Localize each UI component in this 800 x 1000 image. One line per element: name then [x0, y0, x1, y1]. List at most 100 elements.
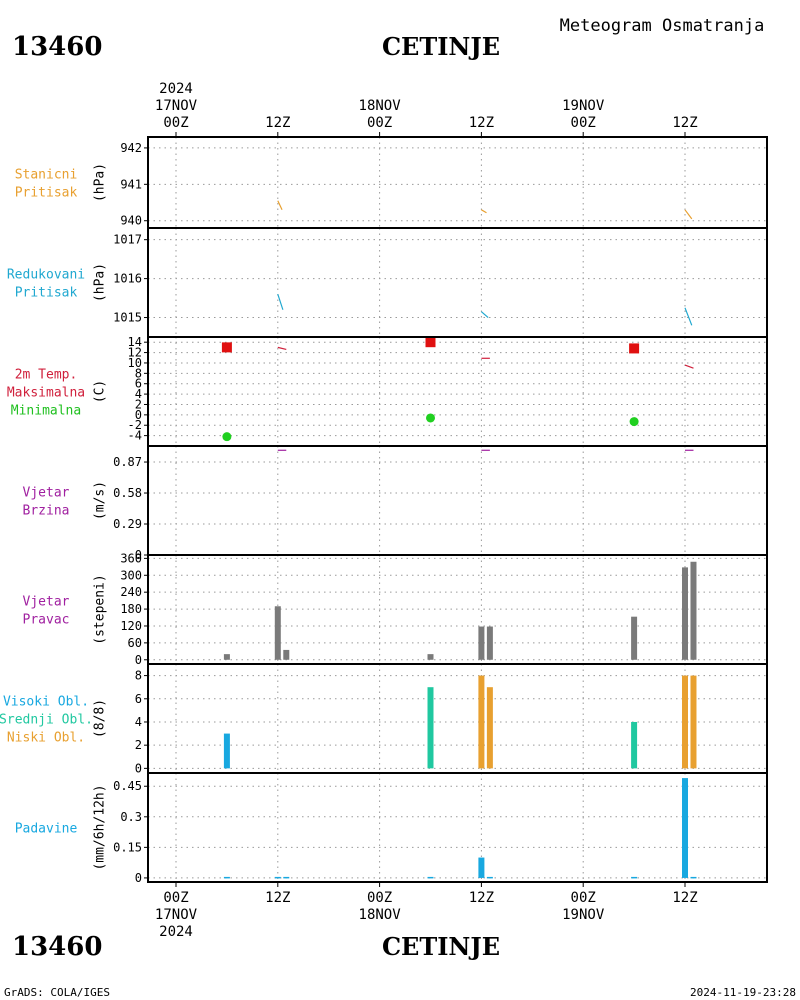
footer-credit: GrADS: COLA/IGES [4, 986, 110, 999]
series-line [277, 200, 283, 211]
x-tick-label-top: 12Z [469, 115, 494, 131]
y-tick-label: 180 [120, 602, 142, 616]
panel-redukovani-pritisak: 1015 1016 1017 (hPa) Redukovani Pritisak [7, 227, 768, 338]
min-temp-marker [629, 417, 639, 427]
bar [283, 876, 290, 879]
panel-label: Srednji Obl. [0, 713, 93, 728]
bar [486, 876, 493, 879]
station-id-top: 13460 [12, 32, 102, 62]
bar [223, 876, 230, 879]
series-line [684, 364, 694, 369]
panel-vjetar-pravac: 0 60 120 180 240 300 360 (stepeni) Vjetar Pravac [23, 551, 768, 667]
panel-frame [147, 336, 768, 447]
max-temp-marker [221, 342, 232, 353]
min-temp-marker [222, 432, 232, 442]
bar [478, 626, 485, 660]
bar [274, 876, 281, 879]
x-date-label-top: 18NOV [359, 98, 402, 114]
y-tick-label: 0.15 [113, 840, 142, 854]
panel-padavine: 0 0.15 0.3 0.45 (mm/6h/12h) Padavine [15, 772, 768, 885]
y-tick-label: 0 [135, 408, 142, 422]
y-tick-label: 940 [120, 214, 142, 228]
y-tick-label: 0.45 [113, 779, 142, 793]
station-id-bottom: 13460 [12, 932, 102, 962]
y-tick-label: 240 [120, 585, 142, 599]
bar [283, 649, 290, 660]
bar [631, 876, 638, 879]
bar [478, 857, 485, 878]
bar [690, 876, 697, 879]
x-year-label-bottom: 2024 [159, 924, 193, 940]
panel-frame [147, 663, 768, 774]
bar [631, 721, 638, 769]
y-tick-label: 4 [135, 715, 142, 729]
panel-label: Vjetar [23, 595, 70, 610]
panel-label: Niski Obl. [7, 731, 85, 746]
x-tick-label-bottom: 12Z [469, 890, 494, 906]
x-tick-label-bottom: 00Z [571, 890, 596, 906]
panel-vjetar-brzina: 0 0.29 0.58 0.87 (m/s) Vjetar Brzina [23, 445, 768, 562]
bar [274, 606, 281, 660]
y-tick-label: -2 [128, 418, 142, 432]
y-tick-label: 6 [135, 377, 142, 391]
y-tick-label: 1016 [113, 272, 142, 286]
x-tick-label-top: 00Z [367, 115, 392, 131]
y-tick-label: 941 [120, 177, 142, 191]
series-line [277, 293, 284, 310]
y-tick-label: 2 [135, 397, 142, 411]
bar [427, 687, 434, 769]
x-tick-label-top: 12Z [672, 115, 697, 131]
panel-label: Padavine [15, 822, 78, 837]
y-tick-label: 1017 [113, 233, 142, 247]
x-tick-label-top: 12Z [265, 115, 290, 131]
y-tick-label: 120 [120, 619, 142, 633]
panel-label: Pritisak [15, 186, 78, 201]
x-year-label-top: 2024 [159, 81, 193, 97]
y-tick-label: 60 [128, 636, 142, 650]
unit-label: (m/s) [93, 481, 108, 520]
y-tick-label: 0.3 [120, 810, 142, 824]
y-tick-label: 0.58 [113, 486, 142, 500]
series-line [277, 346, 287, 351]
min-temp-marker [426, 413, 435, 423]
panel-label: Vjetar [23, 486, 70, 501]
bar [427, 876, 434, 879]
series-line [684, 209, 693, 220]
panel-label: Pravac [23, 613, 70, 628]
unit-label: (8/8) [93, 699, 108, 738]
y-tick-label: -4 [128, 429, 142, 443]
y-tick-label: 14 [128, 335, 142, 349]
max-temp-marker [629, 343, 640, 354]
bar [682, 675, 688, 769]
footer-timestamp: 2024-11-19-23:28 [690, 986, 796, 999]
y-tick-label: 0.29 [113, 517, 142, 531]
x-axis: 00Z00Z17NOV17NOV2024202412Z12Z00Z00Z18NO… [155, 81, 698, 940]
panel-label: Stanicni [15, 168, 78, 183]
bar [478, 675, 485, 769]
x-tick-label-bottom: 00Z [163, 890, 188, 906]
bar [690, 561, 697, 660]
x-date-label-top: 19NOV [562, 98, 605, 114]
max-temp-marker [425, 337, 436, 348]
y-tick-label: 10 [128, 356, 142, 370]
y-tick-label: 6 [135, 692, 142, 706]
bar [223, 654, 230, 660]
x-tick-label-bottom: 12Z [265, 890, 290, 906]
panel-stanicni-pritisak: 940 941 942 (hPa) Stanicni Pritisak [15, 136, 768, 229]
y-tick-label: 300 [120, 568, 142, 582]
panel-label: Minimalna [11, 404, 81, 419]
bar [427, 654, 434, 660]
bar [682, 778, 688, 878]
series-line [481, 209, 487, 214]
unit-label: (hPa) [93, 263, 108, 302]
panel-label: Redukovani [7, 268, 85, 283]
panel-label: 2m Temp. [15, 368, 78, 383]
bar [223, 733, 230, 769]
x-tick-label-top: 00Z [571, 115, 596, 131]
bar [486, 687, 493, 769]
unit-label: (hPa) [93, 163, 108, 202]
panel-oblacnost: 0 2 4 6 8 (8/8) Visoki Obl. Srednji Obl. Niski O… [0, 663, 768, 775]
y-tick-label: 8 [135, 366, 142, 380]
